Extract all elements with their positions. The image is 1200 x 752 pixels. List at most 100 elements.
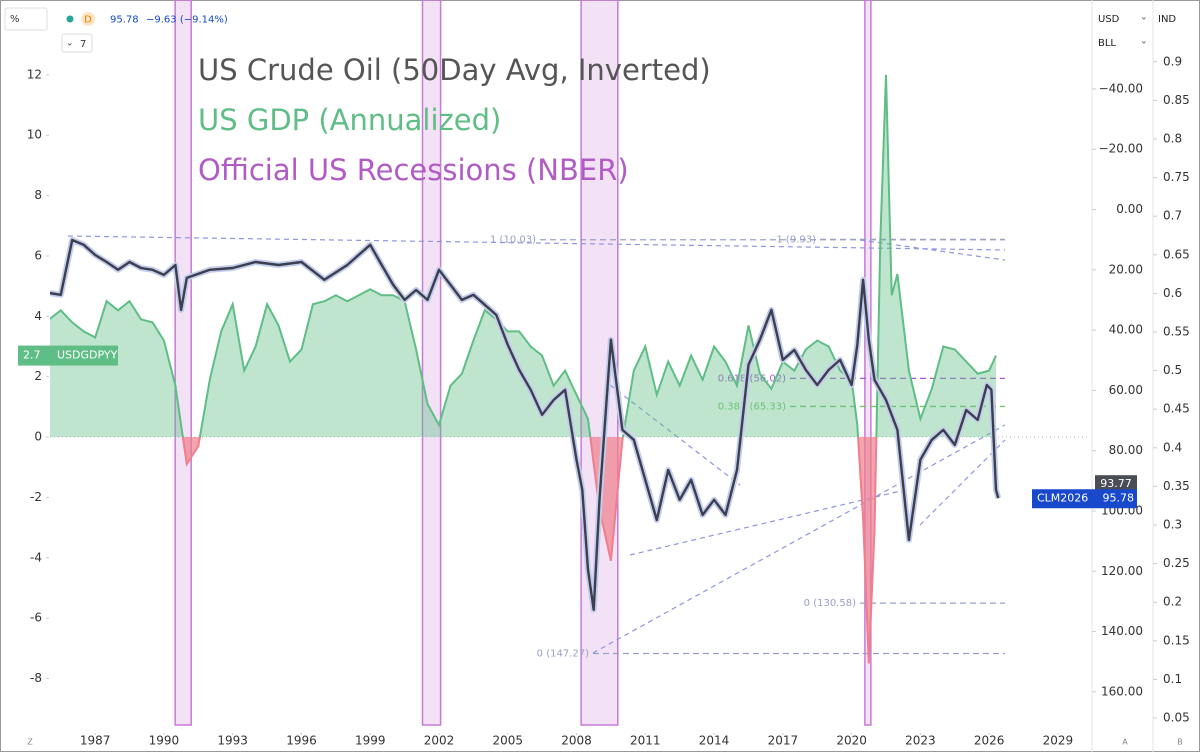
area-positive (50, 74, 997, 438)
series-label-box (18, 345, 118, 366)
fib-label: 0 (147.27) (537, 648, 589, 659)
indicators-count: 7 (80, 39, 86, 50)
x-tick-label: 1993 (217, 734, 248, 748)
status-dot (66, 15, 74, 23)
y-tick-label: -8 (30, 671, 42, 685)
series-name: USDGDPYY (57, 349, 118, 362)
x-tick-label: 2005 (492, 734, 523, 748)
recession-band (421, 0, 442, 726)
fib-label: 1 (10.03) (490, 235, 536, 246)
axis-control[interactable]: BLL (1098, 38, 1116, 49)
y2-tick-label: −40.00 (1099, 81, 1143, 95)
y2-tick-label: 40.00 (1109, 323, 1143, 337)
header-change: −9.63 (−9.14%) (146, 15, 228, 26)
x-tick-label: 2020 (836, 734, 867, 748)
x-tick-label: 2017 (768, 734, 799, 748)
scale-button-label: % (10, 14, 20, 25)
recession-band (174, 0, 192, 726)
y3-tick-label: 0.6 (1163, 286, 1182, 300)
prior-price: 93.77 (1100, 477, 1132, 490)
y3-tick-label: 0.05 (1163, 711, 1190, 725)
axis-control-chevron: ⌄ (1140, 37, 1148, 47)
y3-tick-label: 0.9 (1163, 54, 1182, 68)
series-last-value: 2.7 (23, 349, 41, 362)
last-price: 95.78 (1103, 492, 1135, 505)
line-negative (181, 437, 878, 664)
interval-badge[interactable] (81, 12, 95, 26)
trend-line (67, 235, 1006, 251)
trend-line (629, 489, 906, 556)
y2-tick-label: 160.00 (1101, 684, 1143, 698)
y-tick-label: 2 (34, 369, 42, 383)
title-line: US GDP (Annualized) (198, 103, 501, 137)
x-tick-label: 2026 (974, 734, 1005, 748)
prior-price-box (1095, 475, 1137, 493)
x-tick-label: 2008 (561, 734, 592, 748)
scale-button[interactable] (4, 7, 48, 31)
x-tick-label: 2002 (424, 734, 455, 748)
y3-tick-label: 0.3 (1163, 518, 1182, 532)
y-tick-label: -4 (30, 550, 42, 564)
y-tick-label: 8 (34, 188, 42, 202)
x-tick-label: 2029 (1043, 734, 1074, 748)
y3-tick-label: 0.2 (1163, 595, 1182, 609)
y-tick-label: -2 (30, 490, 42, 504)
y3-tick-label: 0.8 (1163, 131, 1182, 145)
trend-line (919, 439, 1006, 526)
trend-line (609, 384, 741, 486)
title-line: Official US Recessions (NBER) (198, 153, 629, 187)
indicators-button[interactable] (61, 33, 93, 53)
last-price-box (1032, 489, 1137, 509)
last-price-name: CLM2026 (1037, 492, 1088, 505)
x-tick-label: 2011 (630, 734, 661, 748)
fib-label: 1 (9.93) (776, 234, 816, 245)
y3-tick-label: 0.5 (1163, 363, 1182, 377)
y-tick-label: 0 (34, 430, 42, 444)
y-tick-label: -6 (30, 611, 42, 625)
fib-label: 0.618 (56.02) (718, 373, 786, 384)
x-tick-label: 1990 (149, 734, 180, 748)
y3-tick-label: 0.7 (1163, 209, 1182, 223)
y-tick-label: 6 (34, 248, 42, 262)
y3-tick-label: 0.15 (1163, 633, 1190, 647)
trend-line (859, 239, 1006, 261)
y3-tick-label: 0.1 (1163, 672, 1182, 686)
y2-tick-label: −20.00 (1099, 142, 1143, 156)
price-line (50, 238, 1000, 611)
indicators-chevron: ⌄ (66, 39, 74, 49)
title-line: US Crude Oil (50Day Avg, Inverted) (198, 53, 711, 87)
corner-button[interactable]: Z (27, 738, 33, 747)
x-tick-label: 1996 (286, 734, 317, 748)
y2-tick-label: 140.00 (1101, 624, 1143, 638)
y3-tick-label: 0.85 (1163, 93, 1190, 107)
x-tick-label: 1999 (355, 734, 386, 748)
trend-line (592, 424, 1006, 654)
y3-tick-label: 0.65 (1163, 247, 1190, 261)
x-tick-label: 1987 (80, 734, 111, 748)
y3-tick-label: 0.55 (1163, 325, 1190, 339)
axis-control[interactable]: IND (1158, 14, 1176, 25)
fib-label: 0.382 (65.33) (718, 401, 786, 412)
y2-tick-label: 60.00 (1109, 383, 1143, 397)
interval-label: D (84, 15, 92, 26)
y3-tick-label: 0.45 (1163, 402, 1190, 416)
x-tick-label: 2023 (905, 734, 936, 748)
y3-tick-label: 0.35 (1163, 479, 1190, 493)
y-tick-label: 12 (27, 67, 42, 81)
fib-label: 0 (130.58) (804, 598, 856, 609)
y2-tick-label: 80.00 (1109, 443, 1143, 457)
y3-tick-label: 0.25 (1163, 556, 1190, 570)
axis-control[interactable]: USD (1098, 14, 1120, 25)
corner-button[interactable]: B (1177, 738, 1183, 747)
y2-tick-label: 20.00 (1109, 262, 1143, 276)
y2-tick-label: 0.00 (1116, 202, 1143, 216)
line-positive (50, 74, 997, 438)
y-tick-label: 10 (27, 128, 42, 142)
y3-tick-label: 0.75 (1163, 170, 1190, 184)
y2-tick-label: 120.00 (1101, 564, 1143, 578)
y3-tick-label: 0.4 (1163, 440, 1182, 454)
corner-button[interactable]: A (1122, 738, 1128, 747)
